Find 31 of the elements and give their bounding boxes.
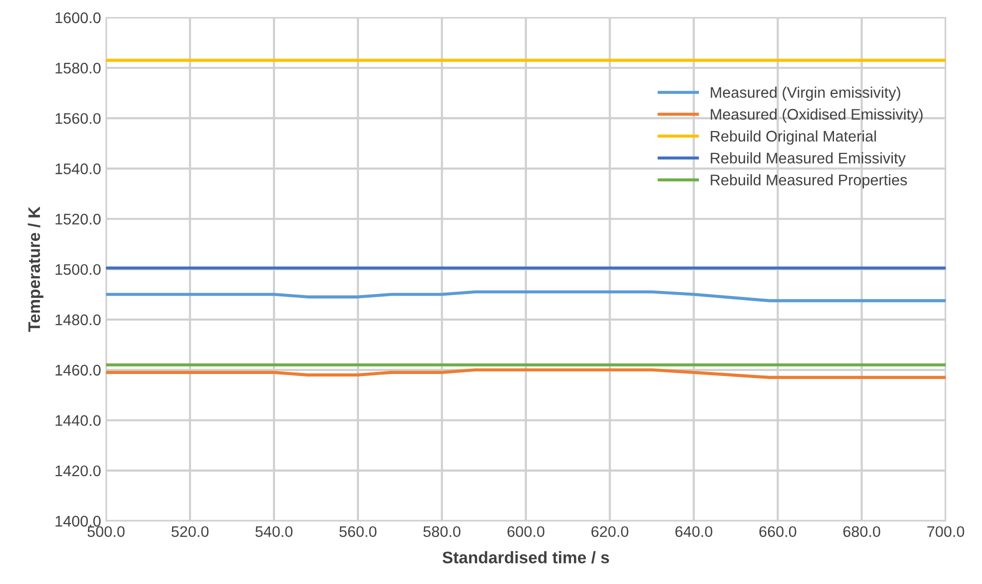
x-tick-label: 560.0 xyxy=(339,526,376,538)
y-tick-label: 1500.0 xyxy=(56,264,101,275)
legend-label: Rebuild Original Material xyxy=(710,130,876,145)
x-tick-label: 640.0 xyxy=(675,526,712,538)
legend-label: Measured (Oxidised Emissivity) xyxy=(710,108,923,123)
y-tick-label: 1440.0 xyxy=(56,415,101,426)
x-axis-title: Standardised time / s xyxy=(442,551,610,564)
y-tick-label: 1520.0 xyxy=(56,214,101,225)
y-tick-label: 1560.0 xyxy=(56,113,101,124)
x-tick-label: 520.0 xyxy=(172,526,209,538)
y-axis-title: Temperature / K xyxy=(28,206,44,332)
x-tick-label: 680.0 xyxy=(843,526,880,538)
x-tick-label: 580.0 xyxy=(423,526,460,538)
x-tick-label: 500.0 xyxy=(88,526,125,538)
y-tick-label: 1460.0 xyxy=(56,364,101,376)
legend-label: Measured (Virgin emissivity) xyxy=(710,86,900,101)
y-tick-label: 1580.0 xyxy=(56,62,101,74)
y-tick-label: 1540.0 xyxy=(56,163,101,174)
y-tick-label: 1400.0 xyxy=(56,516,101,527)
line-series xyxy=(106,290,946,302)
x-tick-label: 600.0 xyxy=(508,526,544,538)
legend-label: Rebuild Measured Emissivity xyxy=(710,152,906,167)
x-tick-label: 700.0 xyxy=(927,526,964,538)
y-tick-label: 1480.0 xyxy=(56,314,101,326)
y-tick-label: 1600.0 xyxy=(56,12,101,24)
line-series xyxy=(106,368,946,379)
x-tick-label: 620.0 xyxy=(591,526,628,538)
x-tick-label: 660.0 xyxy=(759,526,796,538)
y-tick-label: 1420.0 xyxy=(56,465,101,476)
x-tick-label: 540.0 xyxy=(255,526,292,538)
legend-label: Rebuild Measured Properties xyxy=(710,174,907,188)
